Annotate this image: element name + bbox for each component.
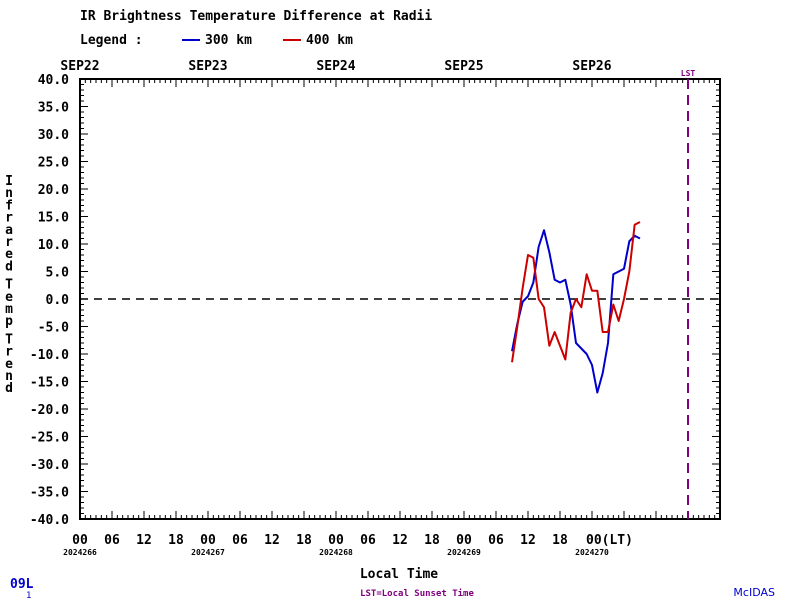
x-tick-label: 06 — [232, 533, 248, 548]
x-tick-label: 18 — [552, 533, 568, 548]
y-tick-label: -5.0 — [38, 321, 69, 336]
y-tick-labels: 40.0 35.0 30.0 25.0 20.0 15.0 10.0 5.0 0.0 -5.0 -1… — [30, 73, 69, 528]
y-axis-label-char: T — [5, 332, 13, 347]
y-axis-label-char: d — [5, 259, 13, 274]
y-axis-label-char: e — [5, 357, 13, 372]
series-line-300km — [511, 229, 641, 394]
y-axis-label-char: p — [5, 314, 13, 329]
series-lines — [511, 221, 641, 394]
series-line-400km — [511, 221, 641, 363]
y-tick-label: -20.0 — [30, 403, 69, 418]
x-tick-label: 06 — [360, 533, 376, 548]
x-tick-label: 06 — [104, 533, 120, 548]
sunset-marker-label: LST — [681, 69, 696, 78]
y-tick-label: -10.0 — [30, 348, 69, 363]
x-tick-label: 00 — [328, 533, 344, 548]
y-tick-label: -15.0 — [30, 376, 69, 391]
y-tick-label: 5.0 — [46, 266, 70, 281]
x-tick-label: 12 — [520, 533, 536, 548]
y-tick-label: 15.0 — [38, 211, 69, 226]
x-tick-label: 00 — [200, 533, 216, 548]
date-label: SEP25 — [444, 59, 483, 74]
y-tick-label: 40.0 — [38, 73, 69, 88]
y-tick-label: 10.0 — [38, 238, 69, 253]
date-label: SEP23 — [188, 59, 227, 74]
storm-id: 09L — [10, 577, 34, 592]
y-axis-label-char: e — [5, 247, 13, 262]
y-axis-label-char: r — [5, 211, 13, 226]
x-tick-label: 18 — [296, 533, 312, 548]
x-tick-label: 06 — [488, 533, 504, 548]
y-axis-label-char: T — [5, 278, 13, 293]
y-axis-label-char: d — [5, 381, 13, 396]
julian-day-label: 2024269 — [447, 548, 481, 557]
y-tick-label: -35.0 — [30, 486, 69, 501]
brand-label: McIDAS — [733, 586, 775, 599]
y-tick-label: 0.0 — [46, 293, 70, 308]
x-axis-label: Local Time — [360, 567, 438, 582]
y-axis-label-char: f — [5, 198, 13, 213]
x-tick-label: 00 — [456, 533, 472, 548]
storm-sub: 1 — [26, 591, 31, 600]
x-tick-label: 18 — [168, 533, 184, 548]
julian-day-label: 2024266 — [63, 548, 97, 557]
julian-day-label: 2024267 — [191, 548, 225, 557]
tick-marks — [79, 78, 721, 520]
y-axis-label-char: e — [5, 290, 13, 305]
y-tick-label: 25.0 — [38, 156, 69, 171]
x-tick-label: 12 — [264, 533, 280, 548]
date-label: SEP26 — [572, 59, 611, 74]
legend-entry-300km: 300 km — [205, 33, 252, 48]
date-label: SEP24 — [316, 59, 355, 74]
y-axis-label-char: a — [5, 223, 13, 238]
y-tick-label: 30.0 — [38, 128, 69, 143]
chart-title: IR Brightness Temperature Difference at … — [80, 9, 432, 24]
julian-day-label: 2024268 — [319, 548, 353, 557]
lst-note: LST=Local Sunset Time — [360, 588, 474, 599]
julian-day-labels: 2024266 2024267 2024268 2024269 2024270 — [63, 548, 609, 557]
julian-day-label: 2024270 — [575, 548, 609, 557]
y-tick-label: -30.0 — [30, 458, 69, 473]
x-tick-label: 12 — [392, 533, 408, 548]
y-axis-label-char: m — [5, 302, 13, 317]
x-tick-label: 12 — [136, 533, 152, 548]
y-axis-label-char: n — [5, 186, 13, 201]
y-tick-label: 20.0 — [38, 183, 69, 198]
legend-entry-400km: 400 km — [306, 33, 353, 48]
y-tick-label: -40.0 — [30, 513, 69, 528]
date-labels: SEP22 SEP23 SEP24 SEP25 SEP26 — [60, 59, 611, 74]
y-tick-label: 35.0 — [38, 101, 69, 116]
date-label: SEP22 — [60, 59, 99, 74]
y-axis-label-char: r — [5, 235, 13, 250]
y-axis-label-char: I — [5, 174, 13, 189]
x-tick-label: 00(LT) — [586, 533, 633, 548]
x-tick-labels: 00 06 12 18 00 06 12 18 00 06 12 18 00 06 12 18 00(LT) — [72, 533, 633, 548]
y-axis-label-char: r — [5, 345, 13, 360]
y-tick-label: -25.0 — [30, 431, 69, 446]
y-axis-label-char: n — [5, 369, 13, 384]
x-tick-label: 00 — [72, 533, 88, 548]
legend-label: Legend : — [80, 33, 143, 48]
x-tick-label: 18 — [424, 533, 440, 548]
